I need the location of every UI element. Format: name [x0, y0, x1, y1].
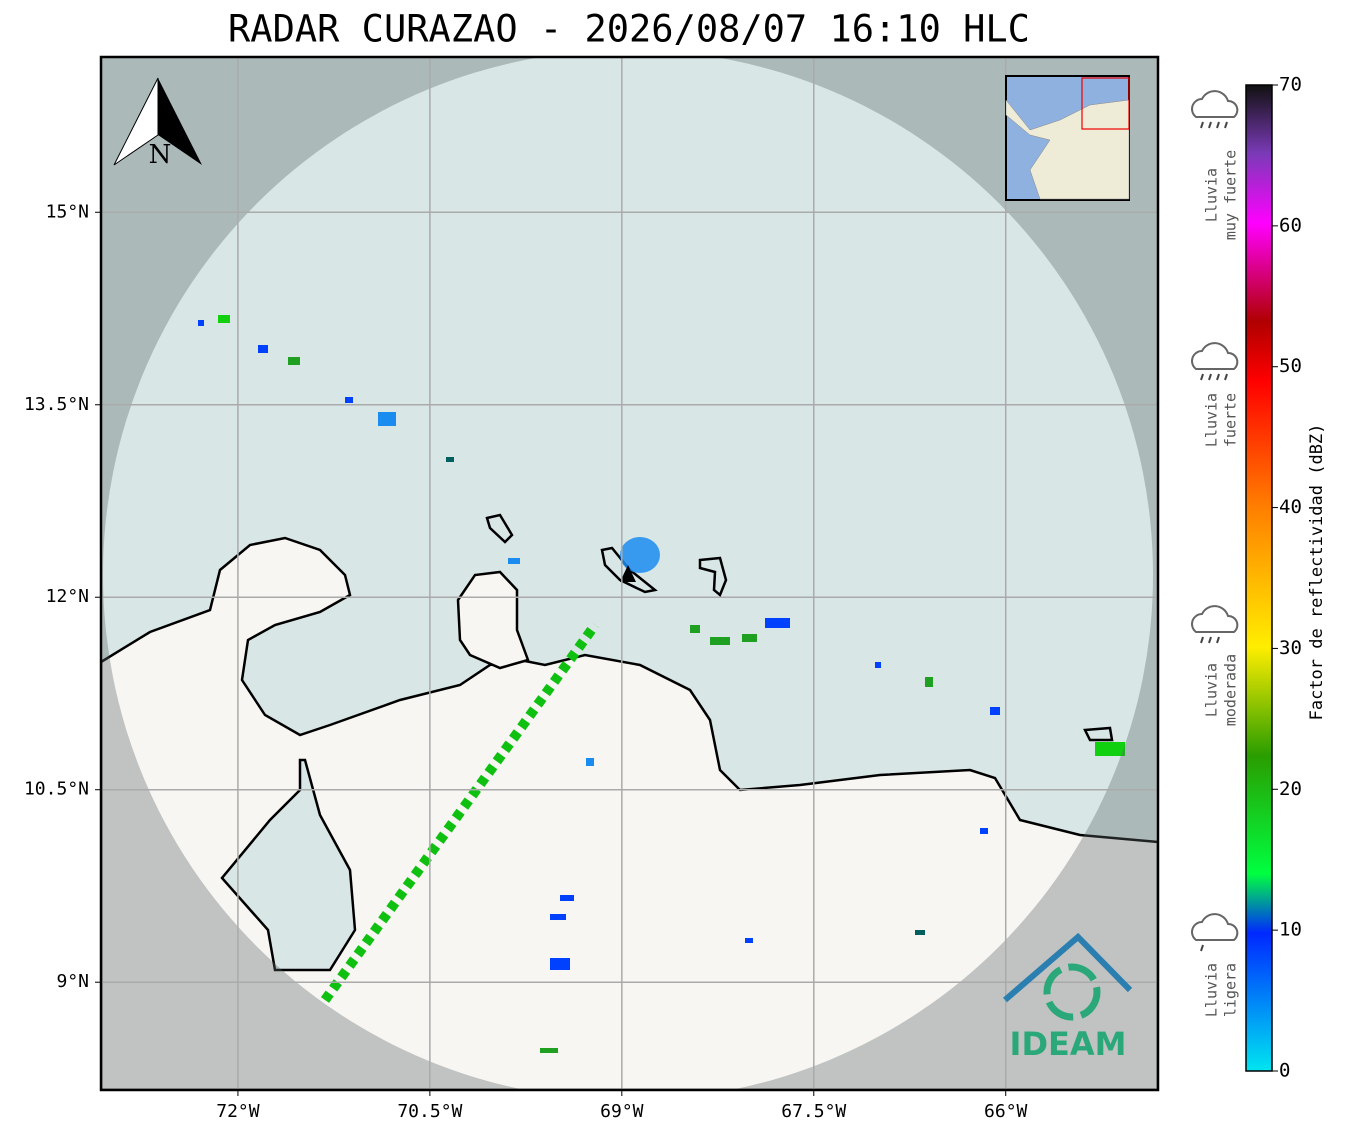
peninsula	[456, 570, 530, 670]
radar-echoes	[198, 315, 1125, 1053]
x-tick-label: 67.5°W	[781, 1101, 846, 1122]
drop	[1200, 373, 1204, 381]
cloud	[1191, 342, 1239, 370]
colorbar-tick-label: 40	[1279, 496, 1302, 518]
colorbar-tick-label: 30	[1279, 637, 1302, 659]
colorbar	[1245, 84, 1273, 1072]
plot-frame	[99, 55, 1160, 1092]
rain-class-label: moderada	[1222, 654, 1240, 726]
colorbar-label: Factor de reflectividad (dBZ)	[1307, 424, 1327, 721]
drop	[1208, 121, 1212, 129]
colorbar-tick-label: 60	[1279, 214, 1302, 236]
drop	[1224, 373, 1228, 381]
drop	[1216, 636, 1220, 644]
cloud	[1191, 90, 1239, 118]
drop	[1224, 121, 1228, 129]
map-area	[101, 57, 1158, 1090]
cloud	[1191, 605, 1239, 633]
y-tick-label: 12°N	[46, 586, 89, 607]
rain-class-label: ligera	[1222, 963, 1240, 1017]
drop	[1200, 944, 1204, 952]
x-tick-label: 70.5°W	[397, 1101, 462, 1122]
logo-text: IDEAM	[1010, 1025, 1127, 1063]
drop	[1200, 121, 1204, 129]
colorbar-tick-label: 50	[1279, 355, 1302, 377]
drop	[1208, 373, 1212, 381]
colorbar-tick-label: 20	[1279, 778, 1302, 800]
north-label: N	[149, 140, 172, 170]
colorbar-tick-label: 0	[1279, 1060, 1290, 1082]
rain-icon	[1191, 90, 1239, 129]
rain-class-label: Lluvia	[1203, 663, 1221, 717]
lake	[220, 758, 357, 972]
drop	[1200, 636, 1204, 644]
rain-class-label: Lluvia	[1203, 963, 1221, 1017]
logo: IDEAM	[1003, 932, 1133, 1063]
islands	[485, 513, 1114, 742]
x-tick-label: 66°W	[984, 1101, 1028, 1122]
radar-site	[620, 565, 636, 582]
north-arrow: N	[113, 77, 202, 170]
colorbar-tick-label: 10	[1279, 919, 1302, 941]
rain-icon	[1191, 913, 1239, 952]
y-tick-label: 13.5°N	[24, 394, 89, 415]
rain-class-label: Lluvia	[1203, 168, 1221, 222]
y-tick-label: 10.5°N	[24, 779, 89, 800]
drop	[1216, 373, 1220, 381]
cloud	[1191, 913, 1239, 941]
rain-class-label: Lluvia	[1203, 393, 1221, 447]
y-tick-label: 9°N	[56, 971, 89, 992]
inset-map	[1005, 75, 1130, 201]
title: RADAR CURAZAO - 2026/08/07 16:10 HLC	[228, 8, 1030, 51]
rain-class-label: fuerte	[1222, 393, 1240, 447]
x-tick-label: 72°W	[216, 1101, 260, 1122]
rain-icon	[1191, 605, 1239, 644]
drop	[1216, 121, 1220, 129]
rain-icon	[1191, 342, 1239, 381]
y-tick-label: 15°N	[46, 201, 89, 222]
drop	[1208, 636, 1212, 644]
rain-class-label: muy fuerte	[1222, 150, 1240, 240]
x-tick-label: 69°W	[600, 1101, 644, 1122]
colorbar-tick-label: 70	[1279, 74, 1302, 96]
